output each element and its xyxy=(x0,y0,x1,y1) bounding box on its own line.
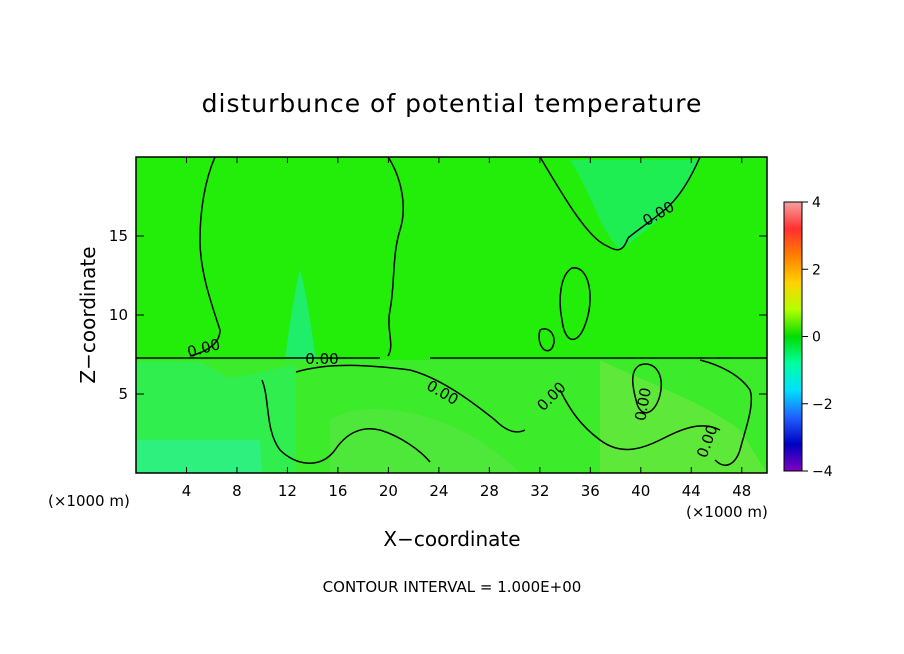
x-tick-label: 24 xyxy=(429,482,448,500)
contour-upper-left xyxy=(189,157,221,357)
colorbar: 4 2 0 −2 −4 xyxy=(783,195,833,480)
x-tick-label: 36 xyxy=(581,482,600,500)
x-tick-label: 44 xyxy=(682,482,701,500)
x-unit-label-right: (×1000 m) xyxy=(686,503,768,521)
colorbar-tick-label: 0 xyxy=(812,330,821,346)
colorbar-tick-label: 4 xyxy=(812,195,821,211)
x-tick-label: 4 xyxy=(182,482,192,500)
contour-lower-loop-a xyxy=(261,379,431,464)
y-axis-label: Z−coordinate xyxy=(76,246,100,383)
contour-right-edge xyxy=(699,359,752,466)
contour-level-label: 0.00 xyxy=(305,350,338,368)
x-axis-label: X−coordinate xyxy=(383,527,520,551)
cool-region-upper xyxy=(570,160,700,250)
x-tick-label: 40 xyxy=(631,482,650,500)
warm-region-center xyxy=(330,409,520,473)
contour-upper-column xyxy=(387,157,404,357)
colorbar-ticks: 4 2 0 −2 −4 xyxy=(802,195,833,480)
x-unit-label-left: (×1000 m) xyxy=(48,492,130,510)
x-tick-label: 28 xyxy=(480,482,499,500)
contour-interval-label: CONTOUR INTERVAL = 1.000E+00 xyxy=(323,578,582,596)
contour-small-loop xyxy=(538,328,555,352)
plot-area xyxy=(136,157,767,473)
colorbar-fill xyxy=(784,202,802,471)
x-tick-label: 8 xyxy=(232,482,242,500)
contour-lower-center xyxy=(295,364,526,433)
contour-island xyxy=(559,267,591,341)
contour-lower-loop-b xyxy=(559,389,721,451)
zero-contours xyxy=(136,157,767,466)
x-tick-label: 20 xyxy=(379,482,398,500)
y-axis-ticks: 5 10 15 xyxy=(109,227,767,403)
x-tick-label: 12 xyxy=(278,482,297,500)
cold-region-column xyxy=(285,270,316,360)
colorbar-tick-label: −2 xyxy=(812,397,833,413)
colorbar-tick-label: −4 xyxy=(812,464,833,480)
contour-upper-right xyxy=(539,157,701,251)
chart-title: disturbunce of potential temperature xyxy=(202,89,703,118)
y-tick-label: 15 xyxy=(109,227,128,245)
x-tick-label: 48 xyxy=(732,482,751,500)
y-tick-label: 10 xyxy=(109,306,128,324)
cold-region-bottom xyxy=(136,440,262,473)
x-axis-ticks: 4 8 12 16 20 24 28 32 36 40 44 48 xyxy=(182,157,751,500)
colorbar-tick-label: 2 xyxy=(812,262,821,278)
y-tick-label: 5 xyxy=(118,385,128,403)
contour-right-loop xyxy=(632,363,662,414)
x-tick-label: 16 xyxy=(328,482,347,500)
x-tick-label: 32 xyxy=(530,482,549,500)
warm-region-right xyxy=(600,360,767,473)
contour-level-label: 0.00 xyxy=(631,386,655,422)
